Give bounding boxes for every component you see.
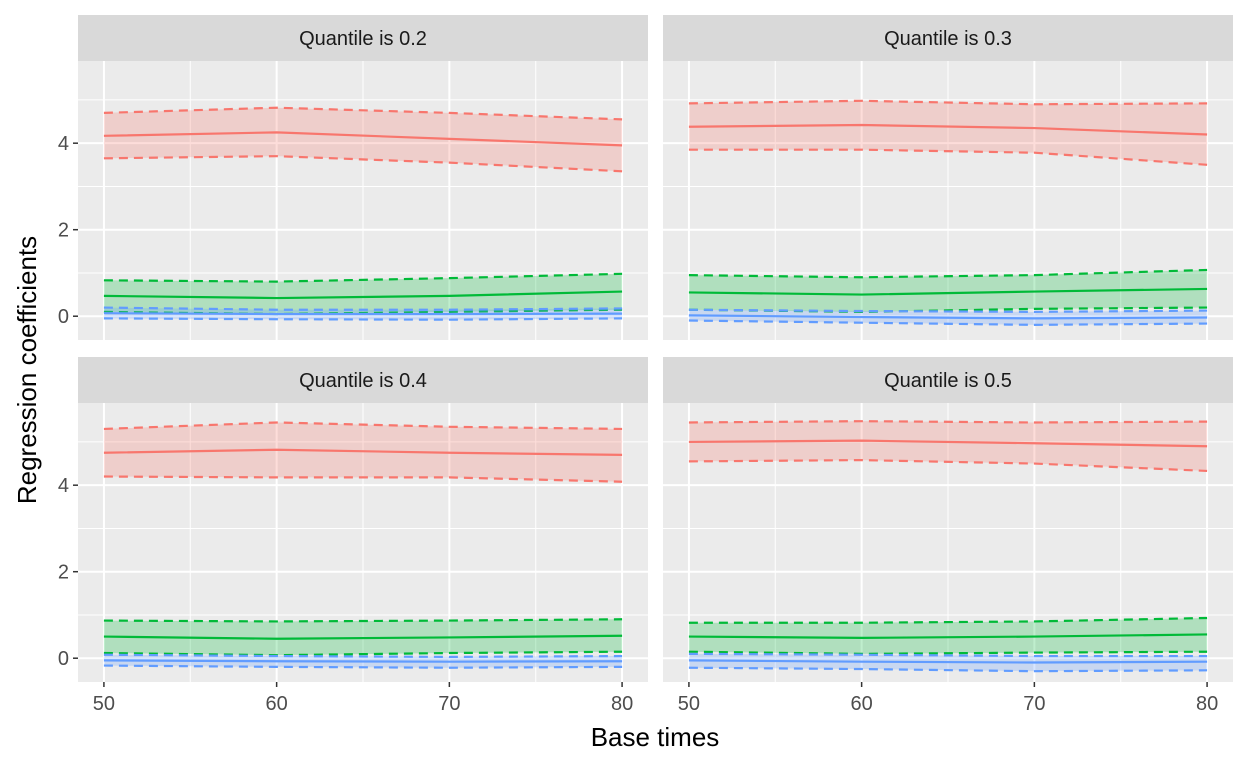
upper-bound-line xyxy=(688,616,1208,624)
estimate-line xyxy=(103,448,623,457)
facet-strip xyxy=(663,357,1233,403)
upper-bound-line xyxy=(688,99,1208,106)
estimate-line xyxy=(103,131,623,147)
series-2 xyxy=(103,618,623,657)
y-tick-label: 4 xyxy=(58,475,69,497)
lower-bound-line xyxy=(103,650,623,657)
x-tick-label: 80 xyxy=(1196,693,1218,715)
facet-strip-label: Quantile is 0.4 xyxy=(299,370,427,392)
estimate-line xyxy=(688,314,1208,320)
confidence-band xyxy=(688,269,1208,312)
upper-bound-line xyxy=(103,653,623,659)
estimate-line xyxy=(688,633,1208,639)
confidence-band xyxy=(103,107,623,172)
lower-bound-line xyxy=(688,148,1208,166)
series-1 xyxy=(688,420,1208,473)
facet-strip xyxy=(78,15,648,61)
facet-panel-1: Quantile is 0.2 xyxy=(78,15,648,340)
series-3 xyxy=(103,306,623,321)
facet-strip xyxy=(663,15,1233,61)
series-2 xyxy=(688,616,1208,655)
upper-bound-line xyxy=(103,618,623,623)
y-axis-title: Regression coefficients xyxy=(12,236,42,504)
facet-panel-4: Quantile is 0.5 xyxy=(663,357,1233,682)
upper-bound-line xyxy=(688,420,1208,424)
x-tick-label: 50 xyxy=(678,693,700,715)
y-tick-label: 2 xyxy=(58,562,69,584)
estimate-line xyxy=(688,439,1208,448)
lower-bound-line xyxy=(688,666,1208,673)
confidence-band xyxy=(688,100,1208,165)
facet-panel-2: Quantile is 0.3 xyxy=(663,15,1233,340)
facet-panels: Quantile is 0.2 Quantile is 0.3 Quantile i… xyxy=(78,15,1233,682)
upper-bound-line xyxy=(688,308,1208,313)
facet-strip-label: Quantile is 0.3 xyxy=(884,28,1012,50)
upper-bound-line xyxy=(103,272,623,283)
estimate-line xyxy=(103,634,623,640)
lower-bound-line xyxy=(688,650,1208,655)
x-axis-title: Base times xyxy=(591,722,720,752)
upper-bound-line xyxy=(103,421,623,431)
confidence-band xyxy=(688,617,1208,654)
upper-bound-line xyxy=(688,652,1208,658)
lower-bound-line xyxy=(103,664,623,669)
estimate-line xyxy=(688,123,1208,136)
lower-bound-line xyxy=(103,317,623,321)
facet-strip-label: Quantile is 0.2 xyxy=(299,28,427,50)
facet-strip-label: Quantile is 0.5 xyxy=(884,370,1012,392)
y-tick-label: 0 xyxy=(58,648,69,670)
series-3 xyxy=(103,653,623,669)
x-tick-label: 80 xyxy=(611,693,633,715)
series-1 xyxy=(103,421,623,483)
facet-panel-3: Quantile is 0.4 xyxy=(78,357,648,682)
x-tick-label: 70 xyxy=(1023,693,1045,715)
estimate-line xyxy=(103,290,623,300)
x-tick-label: 60 xyxy=(266,693,288,715)
series-2 xyxy=(688,268,1208,313)
upper-bound-line xyxy=(103,106,623,121)
estimate-line xyxy=(103,312,623,316)
lower-bound-line xyxy=(688,458,1208,473)
upper-bound-line xyxy=(103,306,623,311)
axes: 0 2 4 0 2 4 50 60 70 80 50 60 70 80 xyxy=(58,133,1218,715)
lower-bound-line xyxy=(688,319,1208,326)
lower-bound-line xyxy=(103,475,623,483)
estimate-line xyxy=(103,659,623,663)
x-tick-label: 60 xyxy=(851,693,873,715)
y-tick-label: 0 xyxy=(58,306,69,328)
facet-strip xyxy=(78,357,648,403)
series-1 xyxy=(688,99,1208,166)
y-tick-label: 4 xyxy=(58,133,69,155)
estimate-line xyxy=(688,287,1208,296)
series-3 xyxy=(688,308,1208,326)
x-tick-label: 70 xyxy=(438,693,460,715)
series-1 xyxy=(103,106,623,173)
lower-bound-line xyxy=(103,155,623,173)
x-tick-label: 50 xyxy=(93,693,115,715)
confidence-band xyxy=(103,273,623,315)
series-3 xyxy=(688,652,1208,673)
confidence-band xyxy=(688,421,1208,471)
y-tick-label: 2 xyxy=(58,220,69,242)
upper-bound-line xyxy=(688,268,1208,279)
estimate-line xyxy=(688,659,1208,664)
